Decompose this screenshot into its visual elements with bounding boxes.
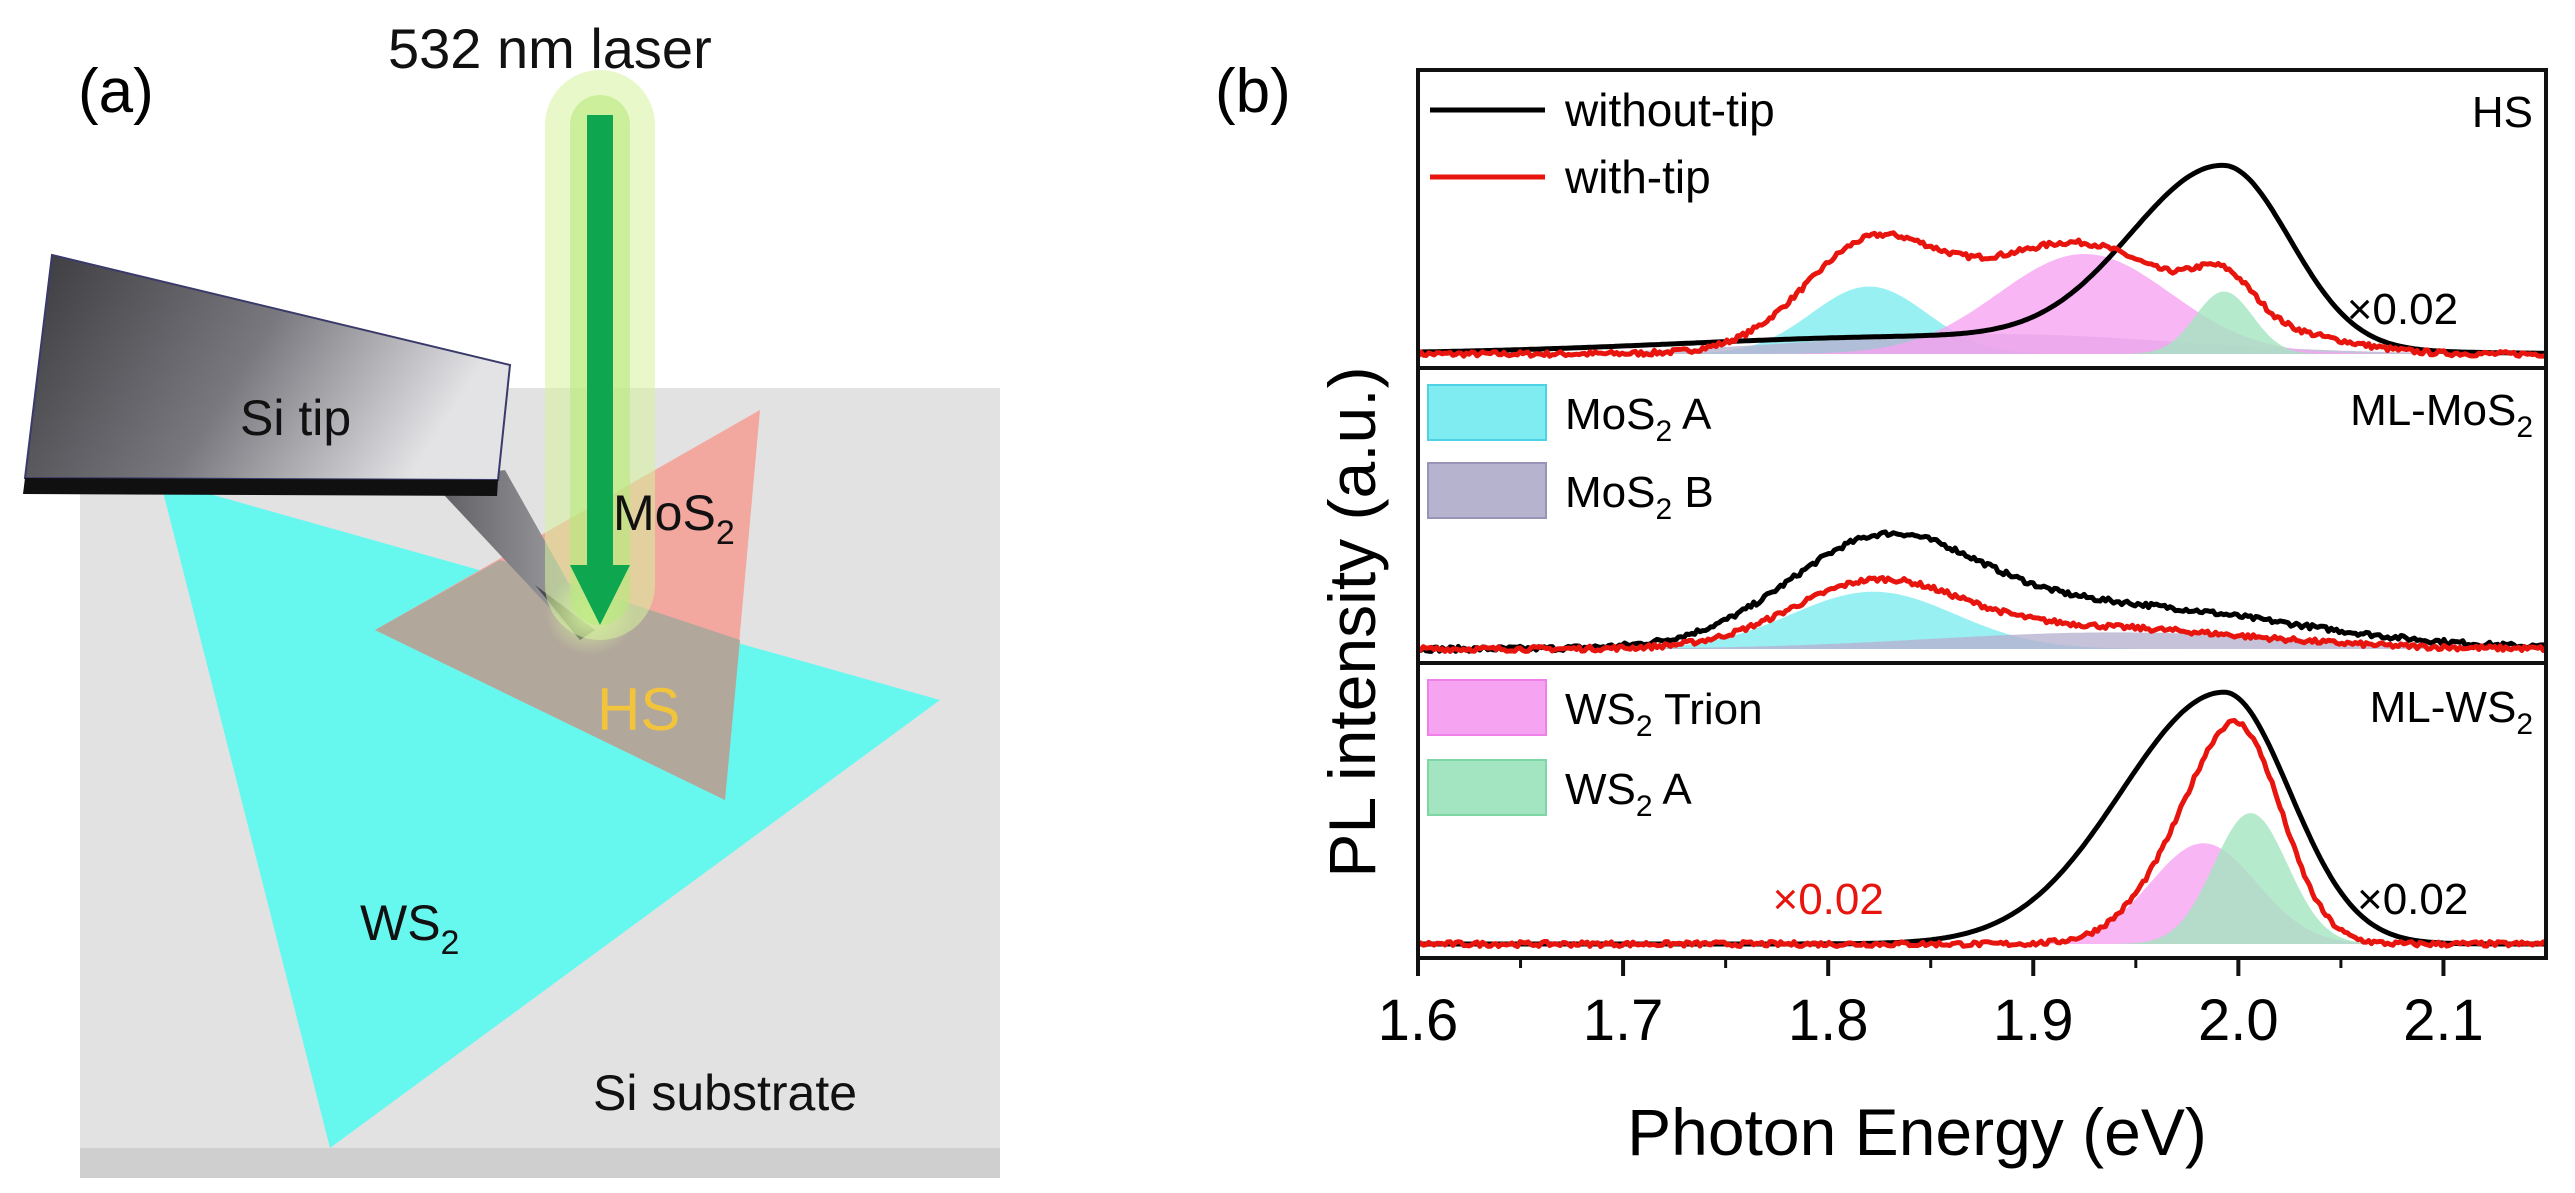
si-substrate-edge [80,1148,1000,1178]
legend-label-ws2-trion: WS2 Trion [1565,685,1763,743]
scale-label-ml-ws2-1: ×0.02 [2357,875,2468,924]
series-without-tip-hs [1418,162,2546,356]
fit-legend-ws2: WS2 Trion WS2 A [1427,679,1763,823]
series-with-tip-ml-mos2 [1416,575,2548,654]
tip-cantilever-base [23,478,498,496]
legend-label-without-tip: without-tip [1564,84,1775,136]
legend-swatch-ws2-a [1427,759,1547,816]
fit-legend-mos2: MoS2 A MoS2 B [1427,384,1714,526]
legend-swatch-mos2-a [1427,384,1547,441]
series-legend: without-tip with-tip [1430,84,1775,203]
fit-mos2-b-ml-mos2 [1418,632,2546,649]
fit-ws2-trion-hs [1418,254,2546,354]
panel-a-label: (a) [78,57,154,126]
fit-ws2-a-ml-ws2 [1418,813,2546,944]
series-with-tip-ml-ws2 [1417,718,2548,949]
legend-label-ws2-a: WS2 A [1565,765,1692,823]
legend-label-mos2-b: MoS2 B [1565,468,1714,526]
panel-label-hs: HS [2472,88,2533,137]
y-axis-label: PL intensity (a.u.) [1315,366,1389,877]
tip-cantilever [23,253,512,482]
x-tick-label-1-9: 1.9 [1993,988,2074,1053]
ws2-flake [160,480,940,1148]
legend-label-with-tip: with-tip [1564,151,1711,203]
panel-b: (b) PL intensity (a.u.) Photon Energy (e… [1215,57,2548,1169]
x-axis: 1.6 1.7 1.8 1.9 2.0 2.1 [1378,958,2484,1053]
laser-label: 532 nm laser [388,17,712,80]
legend-swatch-mos2-b [1427,462,1547,519]
scale-label-ml-ws2-0: ×0.02 [1773,875,1884,924]
hs-label: HS [597,676,680,743]
scale-label-hs-0: ×0.02 [2347,285,2458,334]
ws2-label: WS2 [360,895,459,962]
legend-label-mos2-a: MoS2 A [1565,390,1712,448]
plot-frame [1416,68,2548,960]
hs-region [375,560,740,800]
panel-label-ml-mos2: ML-MoS2 [2350,386,2533,444]
fit-ws2-a-hs [1418,291,2546,354]
substrate-label: Si substrate [593,1065,857,1121]
mos2-label: MoS2 [613,485,735,552]
panel-label-ml-ws2: ML-WS2 [2370,683,2533,741]
tip-label: Si tip [240,390,351,446]
panel-a: (a) Si tip [23,17,1000,1178]
panel-b-label: (b) [1215,57,1291,126]
x-tick-label-2-1: 2.1 [2403,988,2484,1053]
x-tick-label-1-8: 1.8 [1788,988,1869,1053]
x-tick-label-1-7: 1.7 [1583,988,1664,1053]
x-tick-label-2-0: 2.0 [2198,988,2279,1053]
laser-arrowhead [570,565,630,625]
series-with-tip-hs [1415,230,2548,359]
legend-swatch-ws2-trion [1427,679,1547,736]
x-axis-label: Photon Energy (eV) [1627,1095,2207,1169]
x-tick-label-1-6: 1.6 [1378,988,1459,1053]
plot-area: ×0.02 ×0.02 ×0.02 [1415,162,2548,949]
